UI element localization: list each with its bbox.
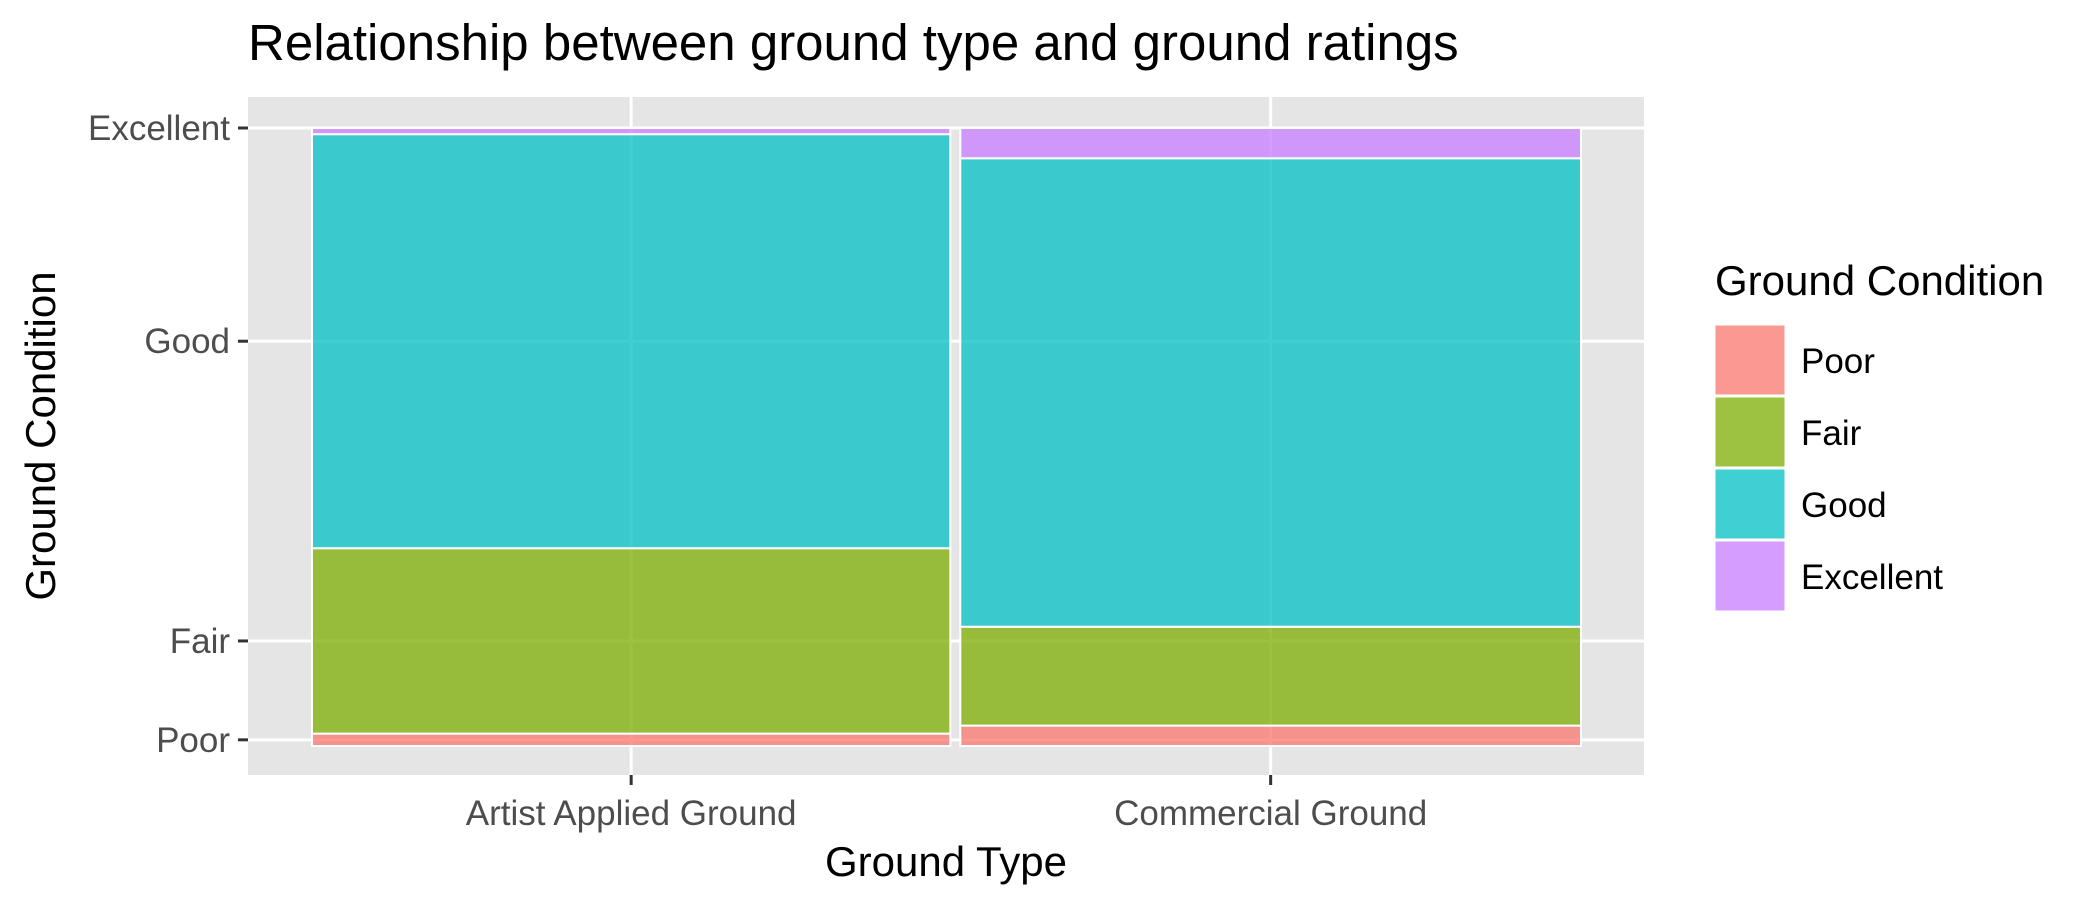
legend-label: Good: [1801, 486, 1887, 525]
legend-key-fair: [1714, 396, 1786, 468]
x-axis: Artist Applied Ground Commercial Ground: [466, 775, 1427, 833]
legend-key-good: [1714, 468, 1786, 540]
legend-label: Poor: [1801, 342, 1875, 381]
mosaic-tile-excellent: [311, 127, 952, 136]
y-tick-label: Poor: [156, 721, 230, 760]
y-axis-title: Ground Condition: [17, 271, 64, 600]
x-tick-label: Commercial Ground: [1114, 794, 1427, 833]
legend: Ground Condition Poor Fair Good Excellent: [1714, 257, 2044, 612]
x-tick-label: Artist Applied Ground: [466, 794, 797, 833]
legend-label: Fair: [1801, 414, 1862, 453]
mosaic-tile-good: [959, 157, 1582, 628]
mosaic-tiles: [311, 127, 1582, 748]
mosaic-tile-good: [311, 133, 952, 550]
y-tick-label: Excellent: [88, 109, 230, 148]
legend-label: Excellent: [1801, 558, 1943, 597]
mosaic-tile-poor: [959, 724, 1582, 748]
mosaic-tile-fair: [311, 547, 952, 735]
mosaic-tile-poor: [311, 732, 952, 748]
y-tick-label: Fair: [170, 622, 231, 661]
mosaic-tile-excellent: [959, 127, 1582, 160]
legend-key-poor: [1714, 324, 1786, 396]
y-tick-label: Good: [144, 322, 230, 361]
mosaic-tile-fair: [959, 625, 1582, 727]
x-axis-title: Ground Type: [825, 838, 1067, 885]
y-axis: Poor Fair Good Excellent: [88, 109, 248, 760]
legend-key-excellent: [1714, 540, 1786, 612]
legend-title: Ground Condition: [1715, 257, 2044, 304]
chart-title: Relationship between ground type and gro…: [248, 14, 1459, 71]
